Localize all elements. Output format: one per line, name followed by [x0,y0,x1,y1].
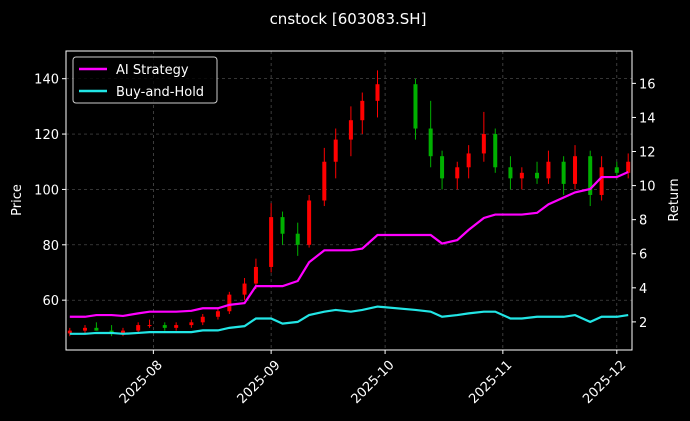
candle-body [546,161,551,179]
legend-label: AI Strategy [116,63,189,78]
y2-tick-label: 14 [639,111,656,126]
candle-body [519,172,524,179]
candle-body [493,134,498,168]
candle-body [82,327,87,331]
y-tick-label: 140 [34,73,59,88]
candle-body [189,322,194,326]
y-tick-label: 80 [42,239,59,254]
y2-tick-label: 12 [639,146,656,161]
legend-box [72,56,218,104]
candle-body [440,156,445,179]
y2-tick-label: 8 [639,214,647,229]
candle-body [413,84,418,129]
candle-body [561,161,566,184]
candle-body [280,217,285,234]
line-series [69,170,629,318]
y2-tick-label: 10 [639,180,656,195]
candle-body [200,316,205,323]
y-tick-label: 60 [42,294,59,309]
candle-body [147,325,152,327]
candle-body [626,161,631,173]
candle-body [162,325,167,328]
candle-body [375,84,380,101]
candle-body [253,266,258,284]
candle-body [120,330,125,334]
candle-body [535,172,540,179]
candle-body [295,233,300,245]
y2-tick-label: 16 [639,77,656,92]
y2-tick-label: 4 [639,282,647,297]
candle-body [455,167,460,179]
candle-body [227,294,232,312]
candle-body [307,200,312,245]
chart-title: cnstock [603083.SH] [270,10,427,28]
candle-body [428,128,433,157]
y-tick-label: 100 [34,183,59,198]
candle-body [94,327,99,331]
candle-body [215,311,220,317]
plot-frame [65,50,633,351]
y2-tick-label: 6 [639,248,647,263]
candle-body [67,330,72,334]
y2-axis-label: Return [667,178,682,221]
candle-body [269,217,274,267]
candle-body [588,156,593,195]
candle-body [614,167,619,173]
candle-body [599,167,604,195]
candle-body [174,325,179,328]
y-axis-label: Price [10,184,25,216]
y2-tick-label: 2 [639,316,647,331]
candle-body [481,134,486,154]
candle-body [573,156,578,184]
candle-body [348,120,353,140]
candle-body [360,100,365,121]
candle-body [242,283,247,295]
candle-body [333,139,338,162]
candle-body [322,161,327,201]
candle-body [136,325,141,331]
candle-body [466,153,471,168]
legend-label: Buy-and-Hold [116,85,204,100]
line-series [69,305,629,335]
y-tick-label: 120 [34,128,59,143]
legend: AI Strategy Buy-and-Hold [72,56,218,104]
candle-body [508,167,513,179]
